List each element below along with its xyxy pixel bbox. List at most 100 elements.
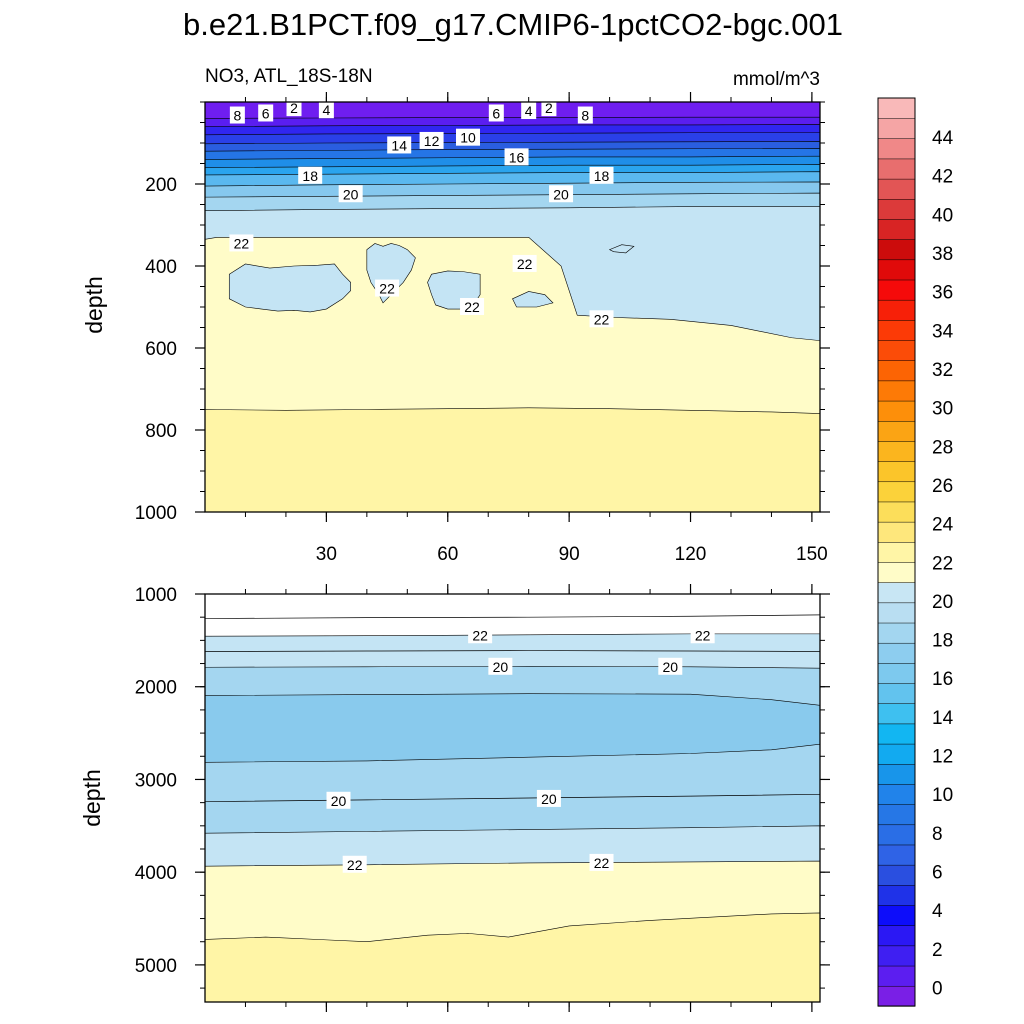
contour-label: 6: [492, 105, 500, 121]
figure-title: b.e21.B1PCT.f09_g17.CMIP6-1pctCO2-bgc.00…: [183, 7, 843, 42]
colorbar-tick-label: 26: [932, 476, 953, 497]
colorbar-tick-label: 30: [932, 399, 953, 420]
contour-label-background: [298, 166, 323, 184]
lower-depth-panel: 22 22 20 20 20 20 22 22 1000 2000 3000 4000 5000: [135, 584, 830, 1012]
colorbar-swatch: [877, 642, 916, 664]
colorbar-swatch: [877, 783, 916, 805]
colorbar-swatch: [877, 299, 916, 321]
contour-label: 18: [594, 168, 610, 184]
colorbar-tick-label: 36: [932, 283, 953, 304]
colorbar-swatch: [877, 521, 916, 543]
colorbar-swatch: [877, 541, 916, 563]
contour-label: 2: [290, 100, 298, 116]
colorbar-tick-label: 2: [932, 940, 943, 961]
colorbar-tick-label: 14: [932, 708, 954, 729]
colorbar-swatch: [877, 622, 916, 644]
colorbar-swatch: [877, 682, 916, 704]
colorbar-swatch: [877, 763, 916, 785]
contour-label: 4: [525, 103, 533, 119]
units-label: mmol/m^3: [733, 69, 820, 90]
colorbar-tick-label: 34: [932, 321, 954, 342]
colorbar-tick-label: 12: [932, 747, 953, 768]
colorbar-tick-label: 28: [932, 437, 953, 458]
y-tick-label: 200: [145, 175, 177, 196]
lower-y-axis-label: depth: [79, 769, 105, 827]
colorbar-swatch: [877, 824, 916, 846]
colorbar-tick-label: 20: [932, 592, 953, 613]
colorbar-tick-label: 32: [932, 360, 953, 381]
colorbar-swatch: [877, 904, 916, 926]
x-tick-label: 150: [796, 544, 828, 565]
colorbar-swatch: [877, 97, 916, 119]
x-tick-label: 60: [437, 544, 458, 565]
contour-label: 10: [460, 130, 476, 146]
contour-label-background: [541, 102, 557, 117]
colorbar-swatch: [877, 803, 916, 826]
colorbar-tick-label: 38: [932, 244, 953, 265]
contour-label: 20: [331, 793, 347, 809]
colorbar-swatch: [877, 400, 916, 422]
contour-label-background: [318, 102, 334, 119]
colorbar-swatch: [877, 582, 916, 604]
colorbar-swatch: [877, 238, 916, 261]
colorbar-swatch: [877, 703, 916, 725]
contour-label: 12: [424, 133, 440, 149]
colorbar-swatch: [877, 925, 916, 947]
y-tick-label: 1000: [135, 503, 177, 524]
colorbar-swatch: [877, 945, 916, 967]
y-tick-label: 600: [145, 339, 177, 360]
contour-field: 22 22 20 20 20 20 22 22: [205, 594, 820, 1002]
contour-label: 22: [379, 281, 395, 297]
contour-band: [205, 407, 820, 512]
colorbar-swatch: [877, 743, 916, 765]
colorbar-swatch: [877, 985, 916, 1007]
colorbar-tick-label: 18: [932, 631, 953, 652]
colorbar-swatch: [877, 319, 916, 341]
contour-line: [205, 614, 820, 619]
contour-label-background: [589, 853, 614, 871]
contour-line: [205, 650, 820, 652]
x-tick-label: 120: [675, 544, 707, 565]
contour-label: 22: [517, 256, 533, 272]
contour-label-background: [690, 626, 715, 644]
contour-label-background: [589, 310, 614, 328]
contour-label: 20: [553, 186, 569, 202]
colorbar-swatch: [877, 602, 916, 624]
colorbar-swatch: [877, 864, 916, 886]
contour-label: 22: [234, 235, 250, 251]
contour-label: 22: [594, 311, 610, 327]
y-tick-label: 5000: [135, 956, 177, 977]
plot-frame: [204, 593, 821, 1003]
colorbar-swatch: [877, 279, 916, 301]
colorbar-swatch: [877, 339, 916, 361]
x-tick-label: 30: [316, 544, 337, 565]
contour-label-background: [577, 106, 593, 124]
contour-label-background: [504, 148, 529, 166]
contour-label-background: [419, 131, 444, 149]
colorbar-swatch: [877, 561, 916, 583]
contour-label-background: [229, 106, 245, 124]
contour-label: 20: [663, 659, 679, 675]
contour-label-background: [536, 789, 561, 807]
y-tick-label: 4000: [135, 863, 177, 884]
colorbar-swatch: [877, 460, 916, 483]
contour-label-background: [286, 102, 302, 117]
contour-label: 6: [262, 105, 270, 121]
colorbar-swatch: [877, 440, 916, 462]
contour-label-background: [468, 626, 493, 644]
contour-label: 20: [541, 791, 557, 807]
contour-label-background: [326, 791, 351, 809]
contour-label: 16: [509, 149, 525, 165]
colorbar-swatch: [877, 662, 916, 684]
colorbar-swatch: [877, 158, 916, 180]
colorbar-swatch: [877, 380, 916, 402]
contour-label: 20: [493, 659, 509, 675]
contour-label-background: [387, 136, 412, 154]
contour-label-background: [375, 279, 400, 297]
colorbar-tick-label: 16: [932, 669, 953, 690]
contour-patch: [228, 263, 351, 313]
y-tick-label: 400: [145, 257, 177, 278]
colorbar-swatch: [877, 965, 916, 987]
